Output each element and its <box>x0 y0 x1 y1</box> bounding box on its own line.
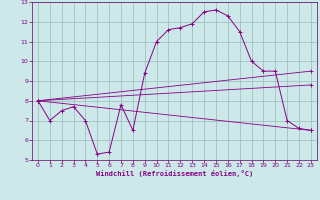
X-axis label: Windchill (Refroidissement éolien,°C): Windchill (Refroidissement éolien,°C) <box>96 170 253 177</box>
